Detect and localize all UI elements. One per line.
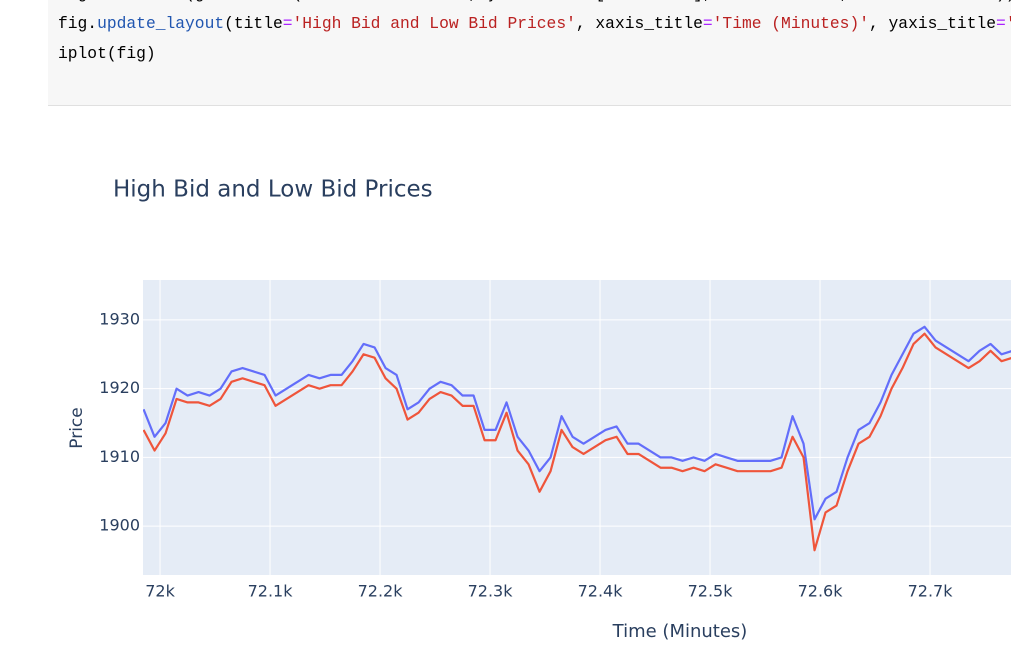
code-token: fig. (58, 14, 98, 33)
x-tick-label: 72.2k (358, 582, 404, 601)
code-token: , xaxis_title (575, 14, 703, 33)
code-line: fig.update_layout(title='High Bid and Lo… (58, 14, 1011, 33)
code-line: fig.add_trace(go.Scatter(x=subset_df.ind… (58, 0, 1011, 3)
x-tick-label: 72.6k (798, 582, 844, 601)
code-token: = (996, 14, 1006, 33)
code-token: = (282, 14, 293, 33)
code-token: , yaxis_title (868, 14, 996, 33)
code-token: 'Time (Minutes)' (712, 14, 869, 33)
chart-title: High Bid and Low Bid Prices (113, 177, 433, 203)
series-line (143, 332, 1011, 552)
code-token: iplot(fig) (58, 44, 156, 63)
y-tick-label: 1900 (99, 516, 140, 535)
y-tick-label: 1920 (99, 378, 140, 397)
x-tick-label: 72.1k (248, 582, 294, 601)
x-tick-label: 72.7k (908, 582, 954, 601)
x-axis-title: Time (Minutes) (612, 621, 748, 642)
lines (143, 325, 1011, 552)
x-tick-label: 72.3k (468, 582, 514, 601)
code-token: update_layout (97, 14, 225, 33)
code-token: (title (224, 14, 283, 33)
x-tick-label: 72.5k (688, 582, 734, 601)
code-token: 'Price' (1006, 14, 1011, 33)
code-token: = (702, 14, 713, 33)
series-line (143, 325, 1011, 521)
code-line: iplot(fig) (58, 44, 156, 63)
y-axis-title: Price (67, 407, 87, 448)
code-token: 'High Bid and Low Bid Prices' (292, 14, 576, 33)
y-tick-label: 1910 (99, 447, 140, 466)
plot-area (143, 280, 1011, 575)
x-tick-label: 72k (145, 582, 175, 601)
code-cell: fig.add_trace(go.Scatter(x=subset_df.ind… (48, 0, 1011, 106)
x-tick-label: 72.4k (578, 582, 624, 601)
y-tick-label: 1930 (99, 309, 140, 328)
code-token: fig.add_trace(go.Scatter(x=subset_df.ind… (58, 0, 1011, 3)
